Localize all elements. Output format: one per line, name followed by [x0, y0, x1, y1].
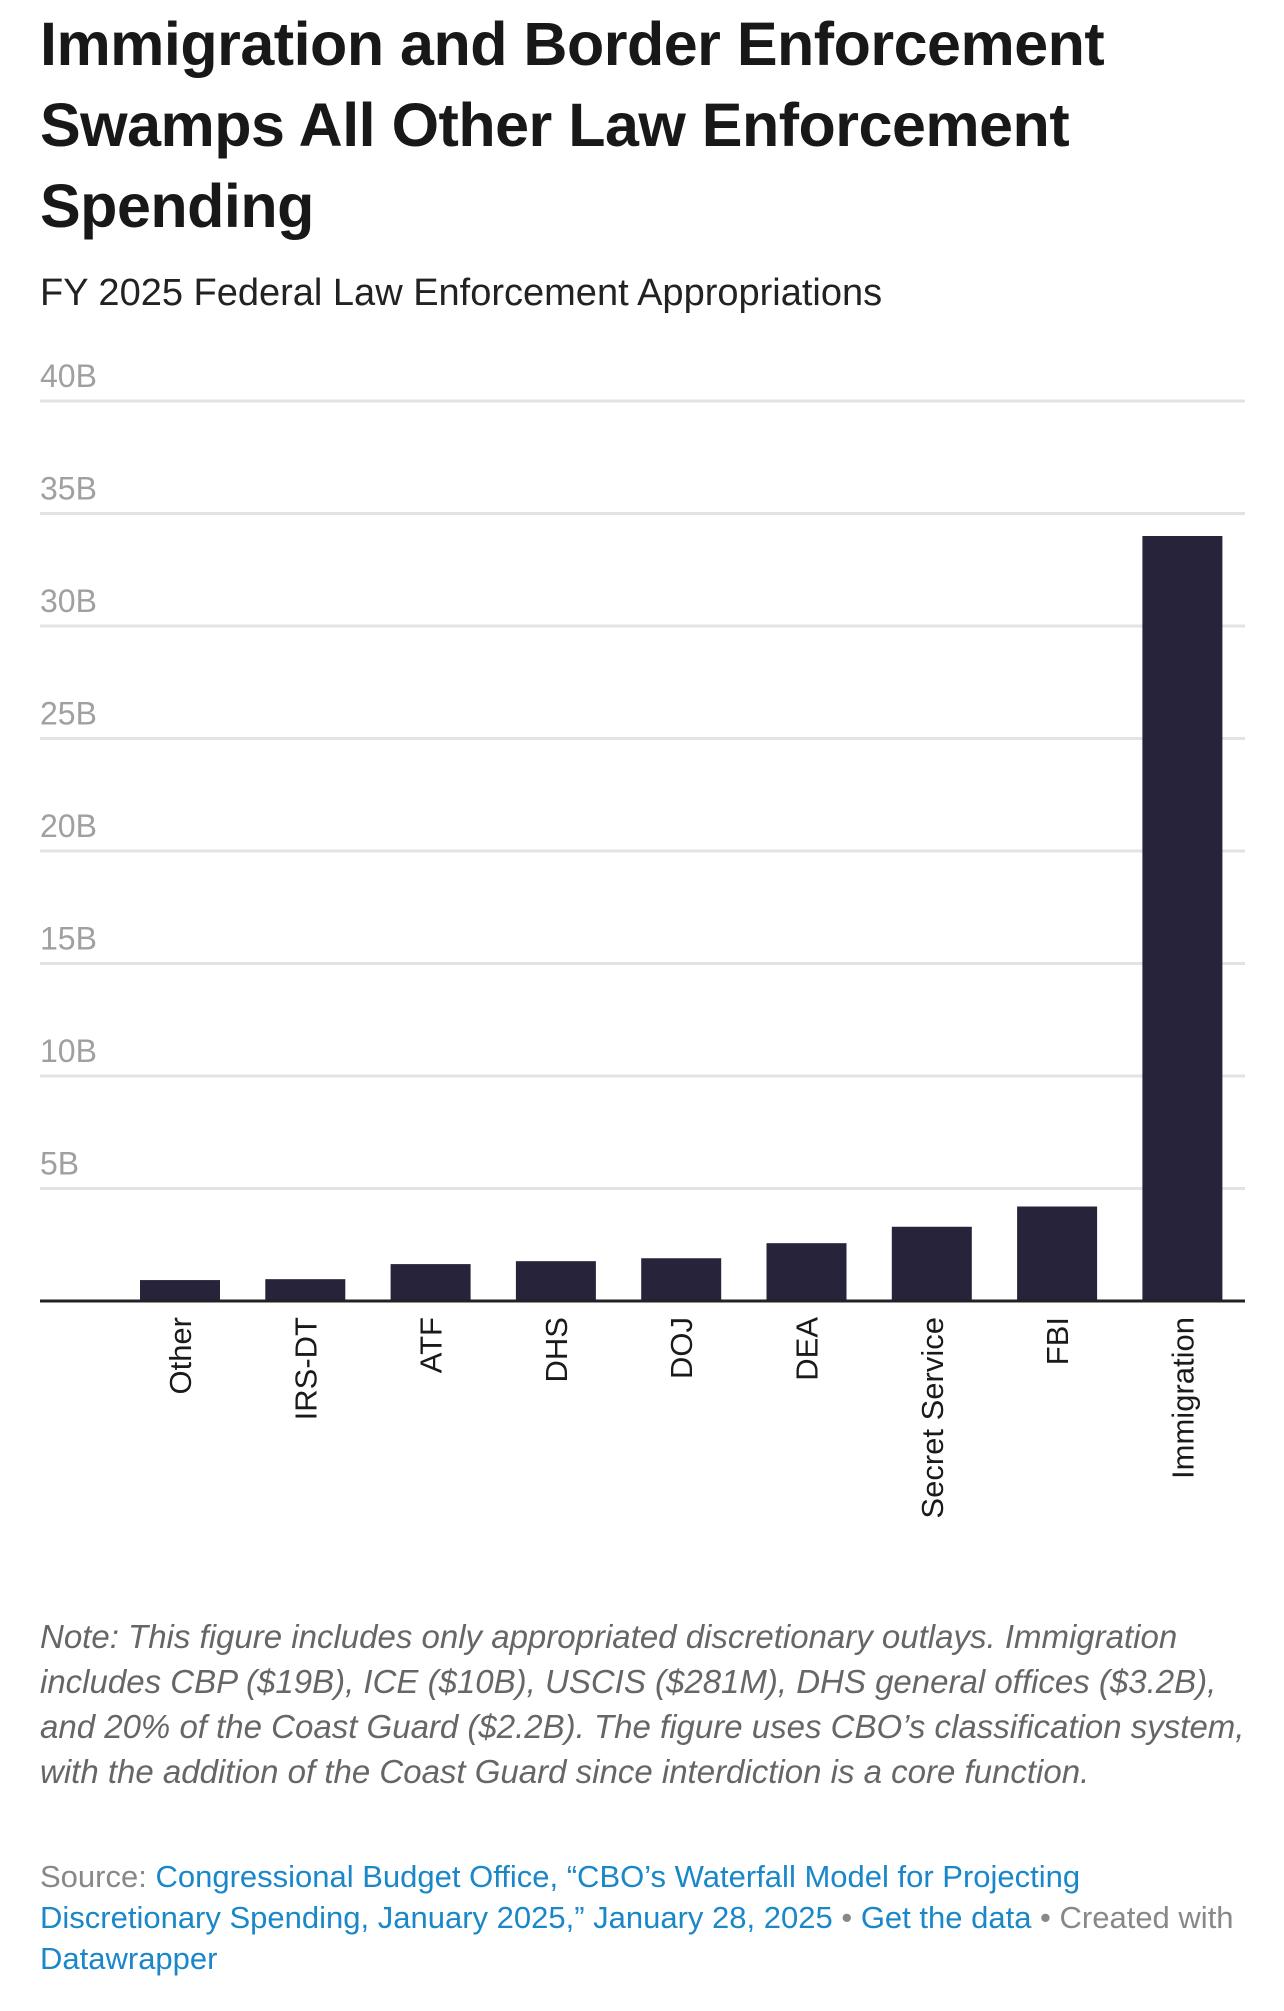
- y-tick-label: 40B: [40, 358, 97, 394]
- x-tick-label: DEA: [790, 1317, 825, 1381]
- chart-footer: Source: Congressional Budget Office, “CB…: [40, 1856, 1250, 1979]
- x-tick-label: Other: [163, 1317, 198, 1395]
- y-tick-label: 10B: [40, 1033, 97, 1069]
- bar-doj: [641, 1258, 722, 1301]
- get-the-data-link[interactable]: Get the data: [860, 1900, 1032, 1935]
- x-tick-label: DHS: [539, 1317, 574, 1382]
- chart-note: Note: This figure includes only appropri…: [40, 1618, 1245, 1790]
- y-tick-label: 35B: [40, 471, 97, 507]
- separator: •: [832, 1900, 861, 1935]
- y-tick-label: 15B: [40, 921, 97, 957]
- y-tick-label: 20B: [40, 808, 97, 844]
- bar-chart: 5B 10B 15B 20B 25B 30B 35B 40B Other IRS-DT ATF DHS…: [40, 358, 1245, 1519]
- datawrapper-link[interactable]: Datawrapper: [40, 1941, 218, 1976]
- x-tick-label: Immigration: [1165, 1317, 1200, 1479]
- bar-immigration: [1142, 536, 1223, 1301]
- x-tick-label: ATF: [414, 1317, 449, 1373]
- chart-title: Immigration and Border Enforcement Swamp…: [40, 10, 1105, 240]
- source-label: Source:: [40, 1859, 156, 1894]
- x-tick-label: DOJ: [664, 1317, 699, 1379]
- y-tick-label: 5B: [40, 1146, 79, 1182]
- bar-fbi: [1017, 1206, 1098, 1301]
- y-tick-label: 30B: [40, 583, 97, 619]
- bar-atf: [390, 1264, 471, 1301]
- x-tick-label: FBI: [1040, 1317, 1075, 1365]
- bar-irs-dt: [265, 1279, 346, 1301]
- x-tick-label: IRS-DT: [288, 1317, 323, 1420]
- source-link[interactable]: Congressional Budget Office, “CBO’s Wate…: [40, 1859, 1081, 1935]
- bar-secret-service: [891, 1226, 972, 1301]
- y-tick-label: 25B: [40, 696, 97, 732]
- chart-subtitle: FY 2025 Federal Law Enforcement Appropri…: [40, 272, 883, 314]
- bar-other: [140, 1280, 220, 1301]
- bar-dhs: [515, 1261, 596, 1301]
- x-tick-label: Secret Service: [915, 1317, 950, 1519]
- created-with-text: • Created with: [1031, 1900, 1234, 1935]
- bar-dea: [766, 1243, 847, 1301]
